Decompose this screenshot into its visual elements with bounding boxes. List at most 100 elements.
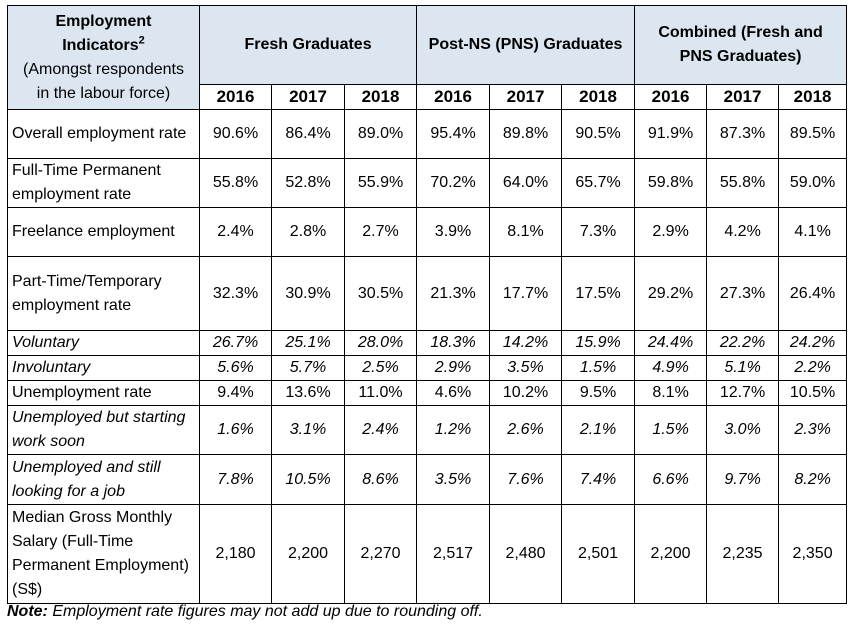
value-cell: 55.8% (706, 158, 780, 208)
value-cell: 2,270 (343, 504, 418, 604)
value-cell: 9.4% (199, 380, 272, 406)
value-cell: 9.5% (561, 380, 636, 406)
year-header: 2017 (489, 84, 563, 110)
value-cell: 7.8% (199, 454, 272, 505)
value-cell: 17.7% (489, 256, 563, 331)
value-cell: 22.2% (706, 330, 780, 356)
value-cell: 89.0% (343, 109, 418, 159)
year-header: 2018 (778, 84, 848, 110)
row-label: Unemployed and still looking for a job (7, 454, 200, 505)
value-cell: 8.1% (634, 380, 708, 406)
value-cell: 2.6% (489, 405, 563, 455)
value-cell: 2.7% (343, 207, 418, 257)
value-cell: 17.5% (561, 256, 636, 331)
value-cell: 21.3% (416, 256, 491, 331)
value-cell: 2.9% (416, 355, 491, 381)
value-cell: 90.6% (199, 109, 272, 159)
indicator-title: Employment Indicators (55, 12, 152, 54)
year-header: 2016 (634, 84, 708, 110)
row-label: Median Gross Monthly Salary (Full-Time P… (7, 504, 200, 604)
value-cell: 26.7% (199, 330, 272, 356)
indicator-header: Employment Indicators2 (Amongst responde… (7, 5, 200, 110)
value-cell: 7.6% (489, 454, 563, 505)
group-pns-graduates: Post-NS (PNS) Graduates (416, 5, 636, 85)
value-cell: 13.6% (271, 380, 345, 406)
value-cell: 10.5% (271, 454, 345, 505)
row-label: Full-Time Permanent employment rate (7, 158, 200, 208)
table-row: Part-Time/Temporary employment rate 32.3%… (7, 256, 848, 331)
value-cell: 5.1% (706, 355, 780, 381)
value-cell: 3.5% (489, 355, 563, 381)
table-row: Median Gross Monthly Salary (Full-Time P… (7, 504, 848, 604)
row-label: Overall employment rate (7, 109, 200, 159)
value-cell: 2.4% (343, 405, 418, 455)
value-cell: 5.7% (271, 355, 345, 381)
value-cell: 4.6% (416, 380, 491, 406)
value-cell: 59.0% (778, 158, 848, 208)
value-cell: 30.5% (343, 256, 418, 331)
value-cell: 24.4% (634, 330, 708, 356)
indicator-footnote-marker: 2 (138, 34, 145, 47)
value-cell: 10.2% (489, 380, 563, 406)
value-cell: 7.3% (561, 207, 636, 257)
value-cell: 2,200 (271, 504, 345, 604)
value-cell: 70.2% (416, 158, 491, 208)
value-cell: 2,235 (706, 504, 780, 604)
value-cell: 2,501 (561, 504, 636, 604)
value-cell: 59.8% (634, 158, 708, 208)
value-cell: 24.2% (778, 330, 848, 356)
value-cell: 9.7% (706, 454, 780, 505)
value-cell: 2,480 (489, 504, 563, 604)
value-cell: 29.2% (634, 256, 708, 331)
value-cell: 11.0% (343, 380, 418, 406)
value-cell: 4.2% (706, 207, 780, 257)
value-cell: 2.2% (778, 355, 848, 381)
value-cell: 26.4% (778, 256, 848, 331)
year-header: 2017 (271, 84, 345, 110)
value-cell: 8.1% (489, 207, 563, 257)
value-cell: 55.9% (343, 158, 418, 208)
year-header: 2017 (706, 84, 780, 110)
value-cell: 86.4% (271, 109, 345, 159)
table-row: Overall employment rate 90.6% 86.4% 89.0% 95… (7, 109, 848, 159)
value-cell: 25.1% (271, 330, 345, 356)
value-cell: 4.9% (634, 355, 708, 381)
year-header: 2016 (416, 84, 491, 110)
row-label: Voluntary (7, 330, 200, 356)
value-cell: 1.6% (199, 405, 272, 455)
table-row: Unemployed and still looking for a job 7.… (7, 454, 848, 505)
header-group-row: Employment Indicators2 (Amongst responde… (7, 5, 848, 110)
row-label: Part-Time/Temporary employment rate (7, 256, 200, 331)
value-cell: 52.8% (271, 158, 345, 208)
employment-table: Employment Indicators2 (Amongst responde… (7, 5, 848, 604)
value-cell: 2.1% (561, 405, 636, 455)
value-cell: 2.4% (199, 207, 272, 257)
value-cell: 87.3% (706, 109, 780, 159)
value-cell: 91.9% (634, 109, 708, 159)
value-cell: 15.9% (561, 330, 636, 356)
value-cell: 7.4% (561, 454, 636, 505)
table-body: Overall employment rate 90.6% 86.4% 89.0% 95… (7, 109, 848, 604)
value-cell: 95.4% (416, 109, 491, 159)
value-cell: 2,517 (416, 504, 491, 604)
value-cell: 2.8% (271, 207, 345, 257)
value-cell: 2,200 (634, 504, 708, 604)
value-cell: 64.0% (489, 158, 563, 208)
indicator-subtitle-1: (Amongst respondents (23, 60, 184, 78)
value-cell: 4.1% (778, 207, 848, 257)
value-cell: 32.3% (199, 256, 272, 331)
value-cell: 3.1% (271, 405, 345, 455)
value-cell: 1.2% (416, 405, 491, 455)
table-row: Voluntary 26.7% 25.1% 28.0% 18.3% 14.2% 15.9% 2… (7, 330, 848, 356)
value-cell: 14.2% (489, 330, 563, 356)
value-cell: 2,180 (199, 504, 272, 604)
year-header: 2016 (199, 84, 272, 110)
value-cell: 18.3% (416, 330, 491, 356)
group-combined: Combined (Fresh and PNS Graduates) (634, 5, 848, 85)
value-cell: 3.9% (416, 207, 491, 257)
value-cell: 27.3% (706, 256, 780, 331)
year-header: 2018 (561, 84, 636, 110)
row-label: Unemployment rate (7, 380, 200, 406)
value-cell: 5.6% (199, 355, 272, 381)
footnote: Note: Employment rate figures may not ad… (7, 603, 483, 621)
